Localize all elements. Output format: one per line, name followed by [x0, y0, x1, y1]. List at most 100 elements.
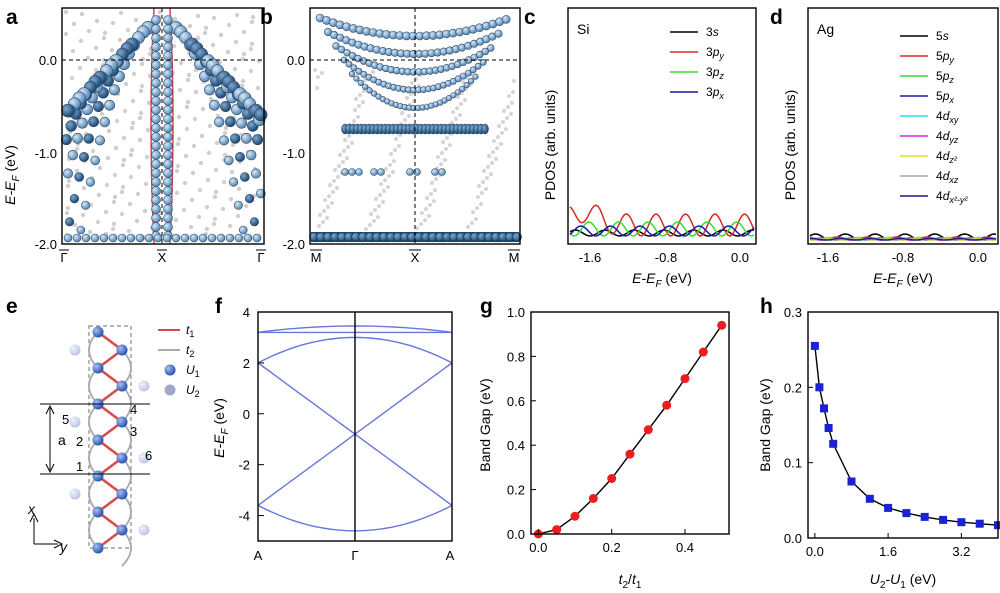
panel-a-bubble: [151, 60, 161, 70]
panel-a-bubble: [180, 233, 190, 243]
panel-a-bubble: [238, 225, 248, 235]
panel-a-bg-dot: [112, 172, 118, 178]
panel-d-curves: [809, 233, 997, 241]
panel-a-bubble: [236, 117, 248, 129]
panel-b-bg-dot: [479, 202, 483, 206]
panel-h-ytick-label: 0.1: [784, 456, 802, 471]
panel-e-site-3: 3: [130, 424, 137, 439]
panel-b-bg-dot: [345, 156, 349, 160]
panel-a-bubble: [151, 69, 161, 79]
panel-f-ytick-label: -2: [238, 458, 250, 473]
panel-b-bg-dot: [443, 158, 447, 162]
panel-b-bubble: [350, 64, 358, 72]
panel-b-bubble: [357, 79, 364, 86]
panel-a-bubble: [162, 233, 172, 243]
panel-b: 0.0 -1.0 -2.0 M X M: [283, 7, 522, 265]
panel-h-point: [810, 341, 819, 350]
panel-a-bg-dot: [199, 133, 205, 139]
panel-b-bg-dot: [397, 144, 401, 148]
panel-a-bg-dot: [120, 162, 126, 168]
panel-a-bubble: [83, 133, 95, 144]
panel-e-site-1: 1: [76, 459, 83, 474]
panel-b-bg-dot: [356, 115, 360, 119]
panel-d-element: Ag: [817, 21, 834, 37]
panel-b-bg-dot: [448, 143, 452, 147]
panel-a-bg-dot: [210, 42, 216, 48]
panel-a-bubble: [163, 123, 173, 133]
panel-e-unit-cell: [88, 325, 132, 549]
panel-f-xtick-2: A: [446, 548, 455, 563]
panel-b-bg-dot: [322, 209, 326, 213]
panel-a-bg-dot: [133, 17, 139, 23]
panel-b-bg-dot: [445, 136, 449, 140]
panel-a-bg-dot: [72, 222, 78, 228]
panel-a-bubble: [163, 105, 173, 115]
panel-a-ytick-1: -1.0: [35, 146, 57, 161]
panel-a-bg-dot: [99, 111, 105, 117]
panel-f-xtick-0: A: [254, 548, 263, 563]
panel-a-bg-dot: [205, 177, 211, 183]
panel-a-bg-dot: [127, 201, 133, 207]
panel-a-bubble: [245, 194, 255, 204]
panel-g-point: [552, 525, 562, 535]
panel-b-bg-dot: [501, 120, 505, 124]
panel-b-bg-dot: [389, 152, 393, 156]
panel-a-bg-dot: [129, 147, 135, 153]
panel-a-bubble: [67, 149, 79, 161]
panel-h-ytick-label: 0.3: [784, 305, 802, 320]
panel-a-bubble: [163, 69, 173, 79]
panel-a-bg-dot: [189, 197, 195, 203]
panel-b-bg-dot: [342, 149, 346, 153]
panel-a-bg-dot: [80, 212, 86, 218]
panel-a-bubble: [65, 120, 77, 132]
panel-b-bg-dot: [427, 214, 431, 218]
panel-a-bg-dot: [197, 187, 203, 193]
panel-a-bg-dot: [136, 164, 142, 170]
panel-a-bubble: [151, 150, 161, 160]
panel-b-bubble: [512, 232, 522, 242]
panel-b-bg-dot: [510, 101, 514, 105]
panel-b-bg-dot: [320, 71, 324, 75]
panel-a-bg-dot: [94, 18, 100, 24]
legend-label: 4dyz: [936, 129, 959, 145]
panel-a-bg-dot: [103, 209, 109, 215]
panel-a-bg-dot: [134, 218, 140, 224]
panel-b-bg-dot: [387, 174, 391, 178]
panel-a-bg-dot: [101, 35, 107, 41]
panel-a-bg-dot: [172, 16, 178, 22]
panel-a-bg-dot: [225, 49, 231, 55]
panel-a-bubble: [151, 213, 161, 223]
panel-b-bubble: [454, 89, 461, 96]
panel-a-bg-dot: [138, 88, 144, 94]
panel-a-bubble: [151, 186, 161, 196]
panel-a-bg-dot: [195, 13, 201, 19]
panel-b-bg-dot: [481, 180, 485, 184]
panel-a-bubble: [92, 101, 104, 113]
legend-label: 4dz²: [936, 149, 958, 165]
panel-f-xtick-1: Γ: [351, 548, 358, 563]
panel-b-bg-dot: [362, 89, 366, 93]
panel-g-ytick-label: 0.4: [507, 438, 525, 453]
panel-a-bg-dot: [96, 192, 102, 198]
panel-g-point: [588, 494, 598, 503]
panel-a-bg-dot: [143, 181, 149, 187]
panel-c-xtick-0: -1.6: [579, 250, 601, 265]
panel-h-point: [847, 477, 856, 486]
panel-b-bg-dot: [474, 217, 478, 221]
chain-u1-atom: [116, 344, 128, 356]
panel-h-ylabel: Band Gap (eV): [757, 378, 773, 471]
panel-a-bg-dot: [208, 96, 214, 102]
panel-e-lattice-label: a: [58, 432, 66, 448]
panel-a-bg-dot: [113, 145, 119, 151]
panel-a-bg-dot: [229, 169, 235, 175]
panel-b-bg-dot: [407, 114, 411, 118]
panel-letters: a b c d e f g h: [6, 6, 783, 318]
panel-e-structure: [69, 326, 150, 567]
panel-a-bg-dot: [74, 168, 80, 174]
panel-a-bubble: [171, 233, 181, 243]
panel-f-ytick-label: 4: [243, 305, 250, 320]
panel-a-bubble: [63, 233, 73, 243]
panel-a-bubble: [254, 108, 268, 122]
panel-a-bg-dot: [77, 65, 83, 71]
panel-a-bg-dot: [176, 114, 182, 120]
